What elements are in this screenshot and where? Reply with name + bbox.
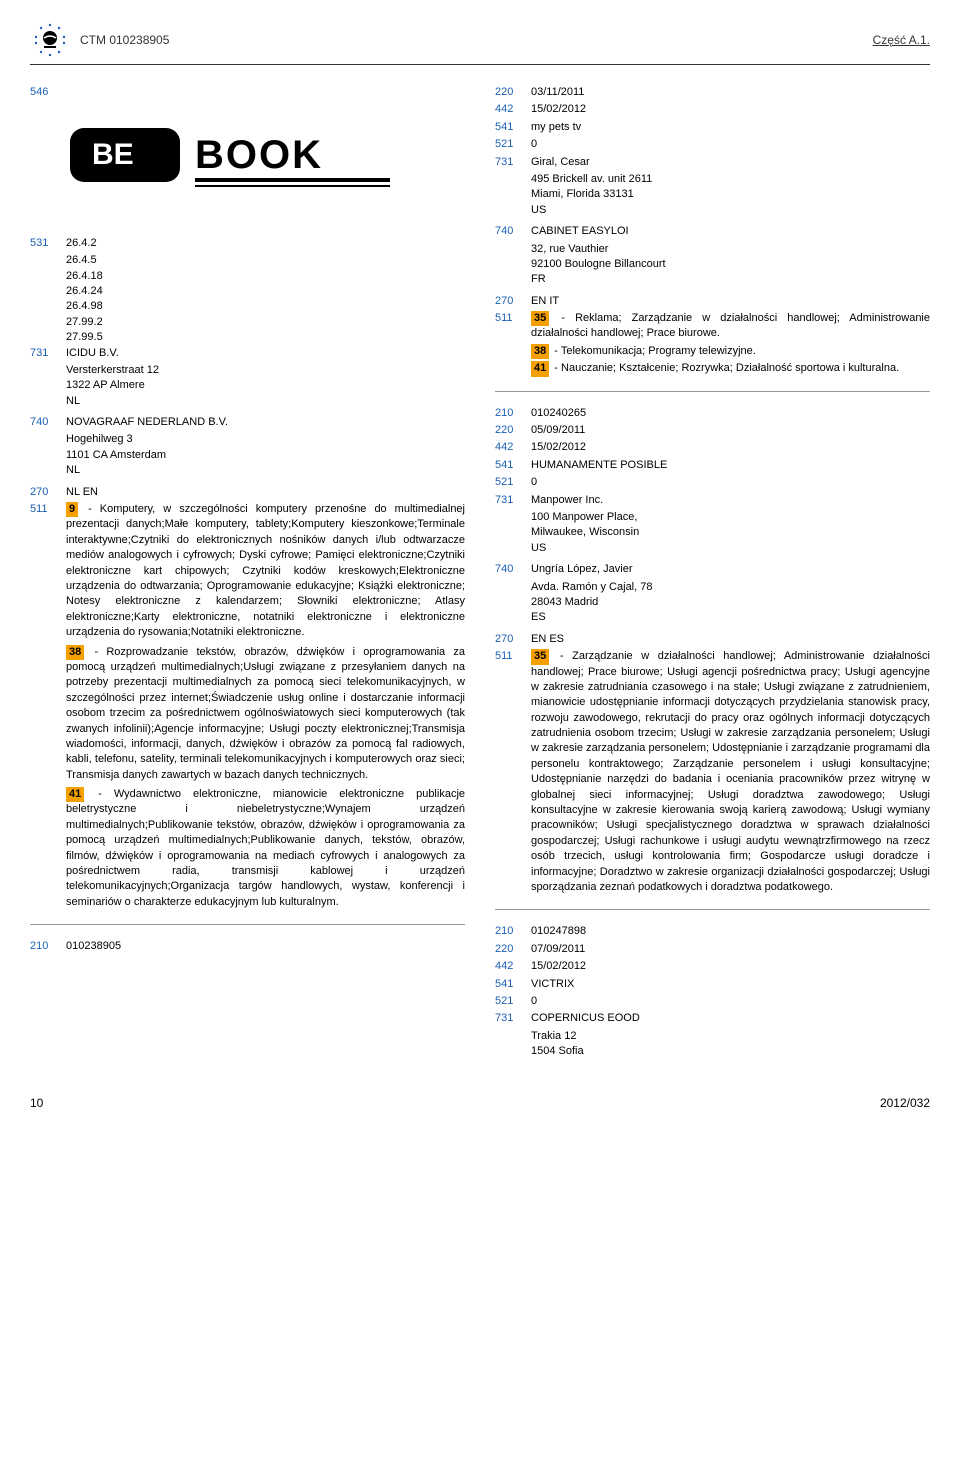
field-740: 740Ungría López, Javier <box>495 562 930 577</box>
doc-ref: 2012/032 <box>880 1095 930 1112</box>
field-220: 22005/09/2011 <box>495 423 930 438</box>
field-546: 546 <box>30 85 465 100</box>
field-740: 740CABINET EASYLOI <box>495 224 930 239</box>
740-address: 32, rue Vauthier 92100 Boulogne Billanco… <box>531 242 930 288</box>
field-541: 541VICTRIX <box>495 977 930 992</box>
field-220: 22003/11/2011 <box>495 85 930 100</box>
cat-35-block: 35 - Reklama; Zarządzanie w działalności… <box>531 311 930 342</box>
field-210: 210 010238905 <box>30 939 465 954</box>
field-740: 740 NOVAGRAAF NEDERLAND B.V. <box>30 415 465 430</box>
field-270: 270EN ES <box>495 632 930 647</box>
cat-41-block: 41 - Nauczanie; Kształcenie; Rozrywka; D… <box>531 361 930 376</box>
731-address: Trakia 12 1504 Sofia <box>531 1029 930 1060</box>
cat-tag-41: 41 <box>66 787 84 802</box>
cat-tag-35: 35 <box>531 649 549 664</box>
cat-tag-9: 9 <box>66 502 78 517</box>
field-531: 531 26.4.2 <box>30 236 465 251</box>
field-541: 541HUMANAMENTE POSIBLE <box>495 458 930 473</box>
field-220: 22007/09/2011 <box>495 942 930 957</box>
separator <box>495 391 930 392</box>
separator <box>495 909 930 910</box>
field-270: 270 NL EN <box>30 485 465 500</box>
page-header: CTM 010238905 Część A.1. <box>30 20 930 65</box>
731-address: 495 Brickell av. unit 2611 Miami, Florid… <box>531 172 930 218</box>
svg-text:BE: BE <box>92 138 134 171</box>
cat-tag-41: 41 <box>531 361 549 376</box>
svg-text:BOOK: BOOK <box>195 133 323 177</box>
header-left: CTM 010238905 <box>30 20 169 60</box>
eu-stars-logo <box>30 20 70 60</box>
cat-38-block: 38 - Telekomunikacja; Programy telewizyj… <box>531 344 930 359</box>
field-731: 731 ICIDU B.V. <box>30 346 465 361</box>
531-values: 26.4.5 26.4.18 26.4.24 26.4.98 27.99.2 2… <box>66 253 465 345</box>
field-521: 5210 <box>495 475 930 490</box>
field-521: 5210 <box>495 994 930 1009</box>
ctm-code: CTM 010238905 <box>80 32 169 49</box>
field-731: 731COPERNICUS EOOD <box>495 1011 930 1026</box>
cat-41-block: 41 - Wydawnictwo elektroniczne, mianowic… <box>66 787 465 910</box>
field-511: 511 35 - Zarządzanie w działalności hand… <box>495 649 930 895</box>
field-442: 44215/02/2012 <box>495 102 930 117</box>
field-210: 210010240265 <box>495 406 930 421</box>
cat-tag-38: 38 <box>66 645 84 660</box>
cat-38-block: 38 - Rozprowadzanie tekstów, obrazów, dź… <box>66 645 465 784</box>
field-270: 270EN IT <box>495 294 930 309</box>
field-521: 5210 <box>495 137 930 152</box>
page-number: 10 <box>30 1095 43 1112</box>
field-541: 541my pets tv <box>495 120 930 135</box>
bebook-logo: BE BOOK <box>70 120 410 195</box>
731-address: Versterkerstraat 12 1322 AP Almere NL <box>66 363 465 409</box>
section-label: Część A.1. <box>873 32 930 49</box>
cat-tag-35: 35 <box>531 311 549 326</box>
field-731: 731Manpower Inc. <box>495 493 930 508</box>
field-442: 44215/02/2012 <box>495 959 930 974</box>
right-column: 22003/11/2011 44215/02/2012 541my pets t… <box>495 85 930 1065</box>
field-511: 511 35 - Reklama; Zarządzanie w działaln… <box>495 311 930 342</box>
cat-35-block: 35 - Zarządzanie w działalności handlowe… <box>531 649 930 895</box>
field-511: 511 9 - Komputery, w szczególności kompu… <box>30 502 465 641</box>
content-columns: 546 BE BOOK 531 26.4.2 26.4.5 26.4.18 26… <box>30 85 930 1065</box>
field-442: 44215/02/2012 <box>495 440 930 455</box>
cat-9-block: 9 - Komputery, w szczególności komputery… <box>66 502 465 641</box>
separator <box>30 924 465 925</box>
731-address: 100 Manpower Place, Milwaukee, Wisconsin… <box>531 510 930 556</box>
field-210: 210010247898 <box>495 924 930 939</box>
left-column: 546 BE BOOK 531 26.4.2 26.4.5 26.4.18 26… <box>30 85 465 1065</box>
page-footer: 10 2012/032 <box>30 1095 930 1112</box>
740-address: Avda. Ramón y Cajal, 78 28043 Madrid ES <box>531 580 930 626</box>
cat-tag-38: 38 <box>531 344 549 359</box>
field-731: 731Giral, Cesar <box>495 155 930 170</box>
740-address: Hogehilweg 3 1101 CA Amsterdam NL <box>66 432 465 478</box>
